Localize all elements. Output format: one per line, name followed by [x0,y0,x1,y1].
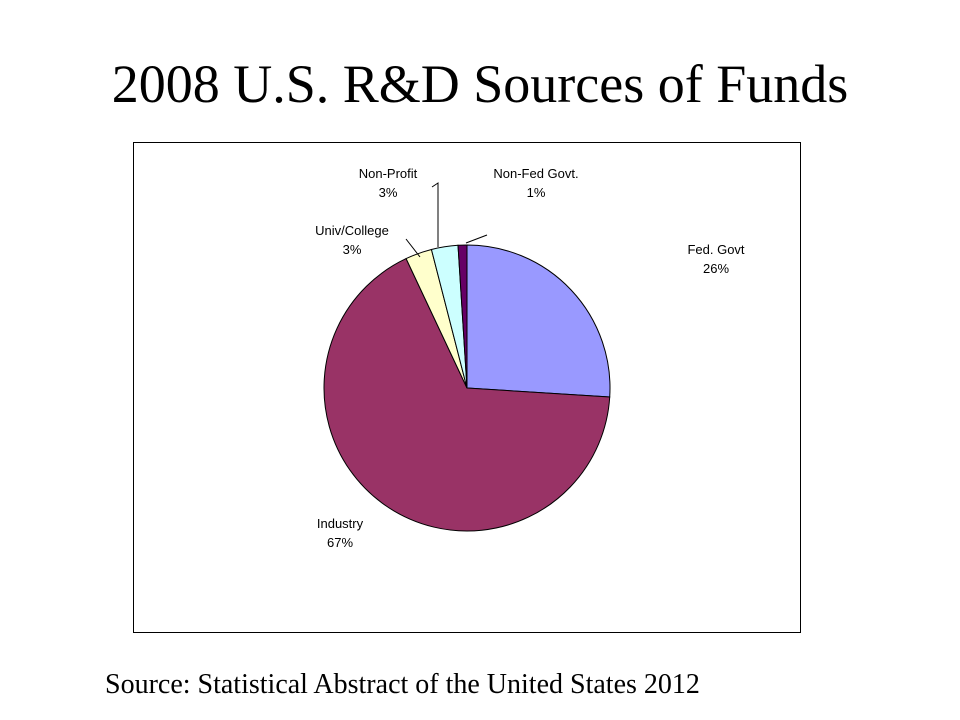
pie-slice-non-fed-govt [457,244,468,389]
slice-label-fed-govt: Fed. Govt [687,242,744,257]
slice-percent-industry: 67% [327,535,353,550]
pie-slice-industry [323,257,611,532]
slice-percent-non-fed-govt: 1% [527,185,546,200]
leader-line-non-fed-govt [465,234,488,244]
slice-label-industry: Industry [317,516,364,531]
leader-line-univ-college [405,238,421,258]
slide-title: 2008 U.S. R&D Sources of Funds [111,54,849,114]
leader-line-non-profit [431,182,439,247]
pie-slice-fed-govt [466,244,611,398]
slice-label-non-profit: Non-Profit [359,166,418,181]
slice-percent-non-profit: 3% [379,185,398,200]
chart-area: Fed. Govt 26% Industry 67% Univ/College 3% Non… [133,142,801,633]
pie-chart: Fed. Govt 26% Industry 67% Univ/College 3% Non… [315,166,745,550]
source-note: Source: Statistical Abstract of the Unit… [105,669,700,700]
slice-label-univ-college: Univ/College [315,223,389,238]
slice-label-non-fed-govt: Non-Fed Govt. [493,166,578,181]
slice-percent-univ-college: 3% [343,242,362,257]
slice-percent-fed-govt: 26% [703,261,729,276]
